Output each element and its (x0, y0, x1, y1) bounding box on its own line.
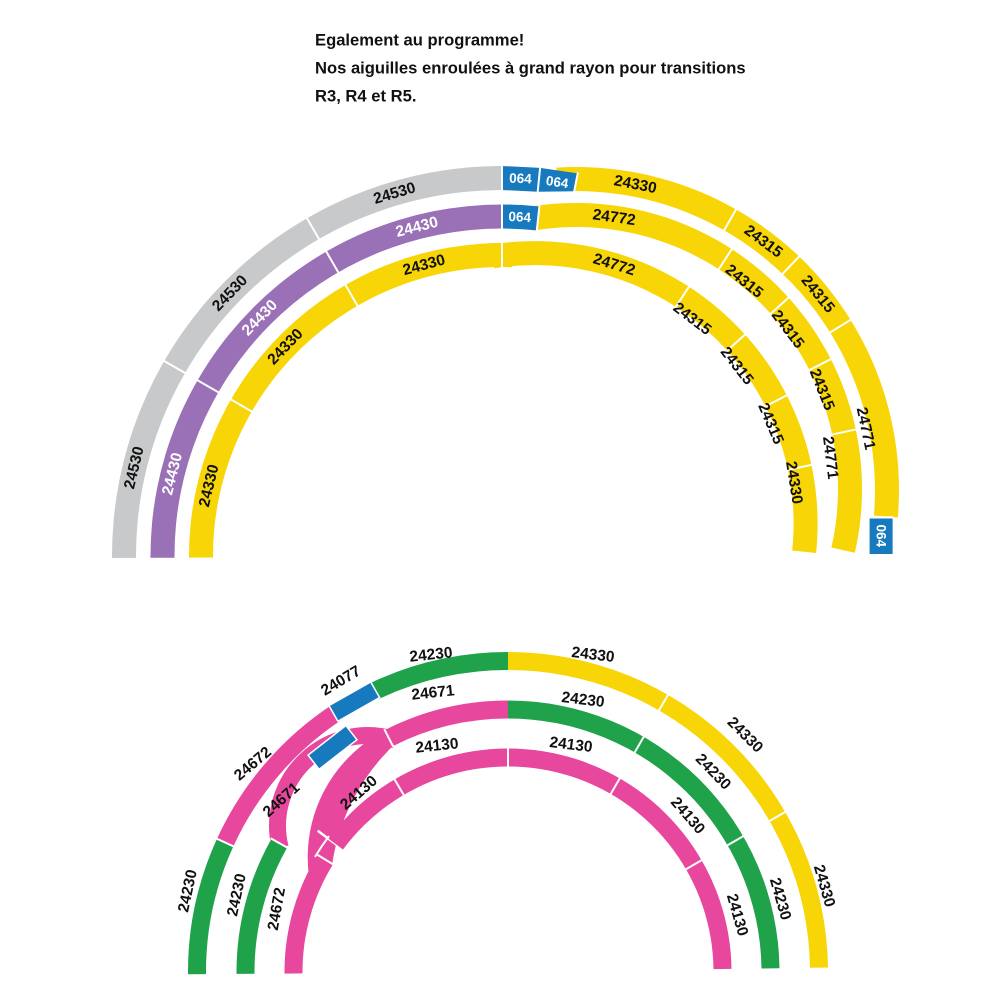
svg-text:24771: 24771 (819, 435, 841, 480)
svg-text:24130: 24130 (415, 735, 460, 756)
svg-text:24330: 24330 (782, 460, 806, 505)
svg-text:24130: 24130 (549, 734, 594, 756)
svg-text:24230: 24230 (561, 689, 606, 711)
svg-text:064: 064 (508, 209, 532, 225)
svg-text:Egalement au programme!: Egalement au programme! (315, 31, 524, 50)
svg-text:064: 064 (509, 170, 533, 186)
svg-text:Nos aiguilles enroulées à gran: Nos aiguilles enroulées à grand rayon po… (315, 59, 746, 78)
svg-text:24772: 24772 (592, 206, 637, 229)
svg-text:R3, R4 et R5.: R3, R4 et R5. (315, 87, 416, 106)
svg-text:24230: 24230 (409, 644, 454, 665)
svg-text:064: 064 (874, 525, 889, 548)
svg-text:24330: 24330 (571, 644, 616, 666)
svg-text:24671: 24671 (411, 682, 456, 703)
svg-text:064: 064 (545, 173, 570, 191)
